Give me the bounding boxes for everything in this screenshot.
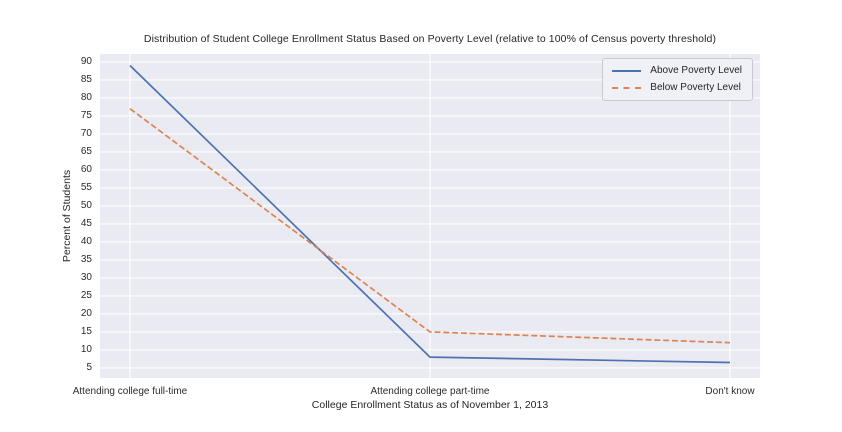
y-tick-label: 30 [80, 271, 92, 283]
x-tick-label: Don't know [705, 386, 755, 397]
legend-label: Below Poverty Level [650, 82, 741, 93]
chart-title: Distribution of Student College Enrollme… [143, 33, 717, 45]
x-axis-label: College Enrollment Status as of November… [311, 399, 549, 411]
y-tick-label: 70 [80, 127, 92, 139]
x-tick-label: Attending college full-time [72, 386, 188, 397]
y-tick-label: 40 [80, 235, 92, 247]
y-tick-label: 75 [80, 109, 92, 121]
legend-item: Above Poverty Level [612, 65, 742, 77]
series-line-1 [129, 108, 731, 344]
y-tick-label: 65 [80, 145, 92, 157]
y-tick-label: 55 [80, 181, 92, 193]
y-tick-label: 60 [80, 163, 92, 175]
chart-canvas [100, 54, 760, 378]
y-tick-label: 20 [80, 307, 92, 319]
y-tick-label: 5 [86, 361, 92, 373]
legend-swatch-icon [612, 70, 642, 72]
y-tick-label: 80 [80, 91, 92, 103]
y-tick-label: 85 [80, 73, 92, 85]
series-line-0 [129, 64, 731, 364]
y-tick-label: 50 [80, 199, 92, 211]
legend-swatch-icon [612, 87, 642, 89]
y-tick-label: 15 [80, 325, 92, 337]
y-tick-label: 45 [80, 217, 92, 229]
plot-area: Above Poverty Level Below Poverty Level [100, 54, 760, 378]
y-tick-label: 10 [80, 343, 92, 355]
legend-item: Below Poverty Level [612, 82, 742, 94]
y-tick-label: 90 [80, 55, 92, 67]
legend: Above Poverty Level Below Poverty Level [602, 58, 753, 101]
y-tick-label: 25 [80, 289, 92, 301]
x-tick-label: Attending college part-time [370, 386, 490, 397]
legend-label: Above Poverty Level [650, 65, 742, 76]
y-tick-label: 35 [80, 253, 92, 265]
